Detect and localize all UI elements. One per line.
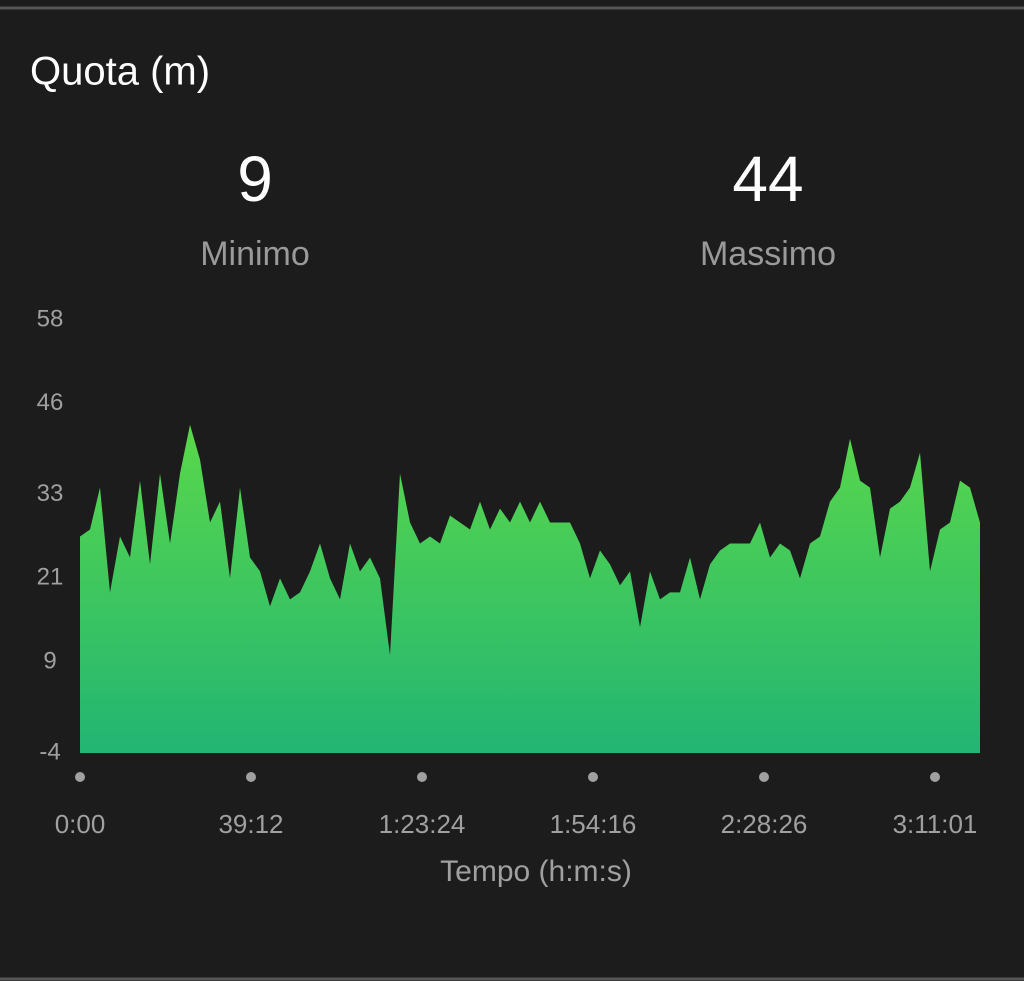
y-tick-label: 58 xyxy=(37,305,64,332)
x-axis-label: Tempo (h:m:s) xyxy=(440,855,632,888)
x-tick-dot xyxy=(759,772,769,782)
x-tick-dot xyxy=(417,772,427,782)
card-title: Quota (m) xyxy=(30,50,210,94)
x-tick-label: 39:12 xyxy=(218,809,283,839)
x-tick-label: 1:54:16 xyxy=(550,809,637,839)
stat-value: 9 xyxy=(237,143,273,215)
y-tick-label: 33 xyxy=(37,480,64,507)
elevation-area xyxy=(80,424,980,753)
y-tick-label: 46 xyxy=(37,389,64,416)
x-tick-label: 2:28:26 xyxy=(721,809,808,839)
x-tick-label: 3:11:01 xyxy=(893,809,978,839)
x-tick-label: 1:23:24 xyxy=(379,809,466,839)
stat-label: Minimo xyxy=(200,235,310,273)
x-tick-dot xyxy=(75,772,85,782)
y-tick-label: 9 xyxy=(43,648,56,675)
x-tick-dot xyxy=(588,772,598,782)
x-tick-label: 0:00 xyxy=(55,809,106,839)
y-tick-label: 21 xyxy=(37,564,64,591)
stat-value: 44 xyxy=(732,143,803,215)
x-tick-dot xyxy=(930,772,940,782)
stat-label: Massimo xyxy=(700,235,836,273)
x-tick-dot xyxy=(246,772,256,782)
y-tick-label: -4 xyxy=(39,738,60,765)
